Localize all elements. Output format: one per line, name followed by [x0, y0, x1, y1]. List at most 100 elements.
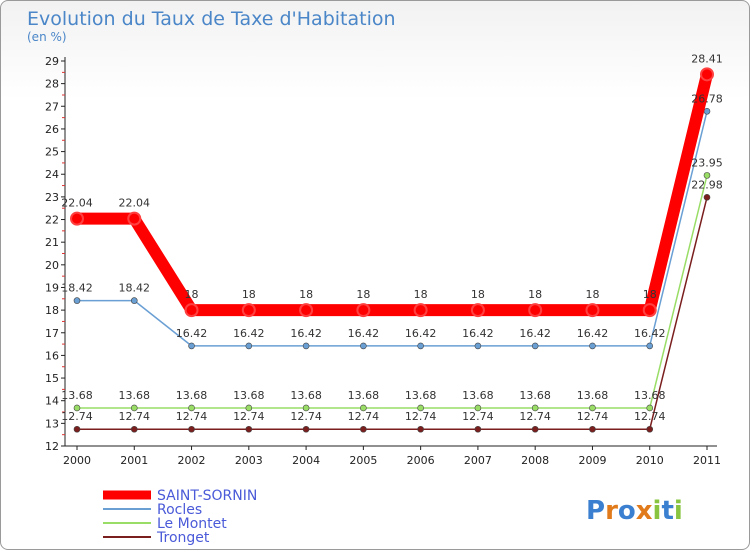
- data-label: 22.98: [691, 178, 723, 191]
- y-tick-label: 22: [45, 214, 59, 227]
- data-point: [531, 425, 539, 433]
- logo-letter: o: [618, 496, 636, 526]
- data-point: [302, 404, 310, 412]
- x-tick-label: 2001: [120, 454, 148, 467]
- data-point: [70, 211, 84, 226]
- logo-text: Proxiti: [586, 496, 683, 526]
- series-line-le-montet: [76, 174, 708, 409]
- data-label: 18: [242, 288, 256, 301]
- data-label: 12.74: [233, 410, 265, 423]
- data-label: 16.42: [290, 327, 322, 340]
- data-point: [73, 404, 81, 412]
- data-label: 16.42: [462, 327, 494, 340]
- y-tick-label: 13: [45, 417, 59, 430]
- data-label: 16.42: [405, 327, 437, 340]
- data-label: 12.74: [405, 410, 437, 423]
- data-point: [646, 342, 654, 350]
- data-label: 12.74: [176, 410, 208, 423]
- data-label: 12.74: [119, 410, 151, 423]
- logo-letter: i: [653, 496, 662, 526]
- data-label: 18: [528, 288, 542, 301]
- data-label: 13.68: [519, 389, 551, 402]
- y-tick-label: 16: [45, 349, 59, 362]
- y-tick-label: 12: [45, 440, 59, 453]
- data-label: 18: [299, 288, 313, 301]
- data-point: [130, 404, 138, 412]
- data-label: 12.74: [577, 410, 609, 423]
- x-tick-label: 2006: [407, 454, 435, 467]
- data-label: 13.68: [348, 389, 380, 402]
- data-label: 12.74: [290, 410, 322, 423]
- data-label: 13.68: [634, 389, 666, 402]
- data-label: 13.68: [462, 389, 494, 402]
- data-point: [646, 404, 654, 412]
- data-label: 12.74: [462, 410, 494, 423]
- data-label: 12.74: [61, 410, 93, 423]
- chart-axes: 12 13 14 15 16 17 18 19 20 21 22 23 24 25 26 27 28 29 2000…: [45, 55, 721, 467]
- data-label: 23.95: [691, 156, 723, 169]
- logo-letter: x: [636, 496, 653, 526]
- data-point: [470, 303, 485, 318]
- y-tick-label: 23: [45, 191, 59, 204]
- y-tick-label: 29: [45, 55, 59, 68]
- y-tick-label: 28: [45, 78, 59, 91]
- data-label: 18.42: [119, 282, 151, 295]
- data-point: [245, 342, 253, 350]
- data-point: [474, 404, 482, 412]
- y-tick-label: 25: [45, 146, 59, 159]
- data-point: [130, 425, 138, 433]
- data-label: 16.42: [233, 327, 265, 340]
- x-tick-label: 2005: [349, 454, 377, 467]
- y-tick-label: 24: [45, 168, 59, 181]
- data-label: 13.68: [577, 389, 609, 402]
- y-tick-label: 14: [45, 395, 59, 408]
- data-label: 18: [414, 288, 428, 301]
- y-tick-label: 18: [45, 304, 59, 317]
- data-label: 13.68: [233, 389, 265, 402]
- legend-label: Rocles: [157, 502, 202, 518]
- data-point: [302, 425, 310, 433]
- data-point: [703, 107, 711, 115]
- legend-label: SAINT-SORNIN: [157, 488, 257, 504]
- data-label: 18: [585, 288, 599, 301]
- data-label: 16.42: [519, 327, 551, 340]
- series-line-saint-sornin: [71, 68, 713, 317]
- x-tick-label: 2009: [578, 454, 606, 467]
- data-label: 13.68: [176, 389, 208, 402]
- data-point: [130, 297, 138, 304]
- x-tick-label: 2000: [63, 454, 91, 467]
- logo-letter: P: [586, 496, 605, 526]
- data-point: [245, 404, 253, 412]
- data-point: [589, 425, 596, 433]
- logo-letter: i: [674, 496, 683, 526]
- y-tick-label: 20: [45, 259, 59, 272]
- data-point: [417, 342, 424, 350]
- legend-label: Tronget: [156, 530, 210, 546]
- data-label: 12.74: [519, 410, 551, 423]
- x-tick-label: 2008: [521, 454, 549, 467]
- proxiti-logo: Proxiti: [586, 496, 683, 526]
- series-line-rocles: [76, 110, 708, 347]
- data-point: [360, 404, 367, 412]
- data-label: 12.74: [348, 410, 380, 423]
- data-point: [417, 425, 424, 433]
- data-label: 18.42: [61, 282, 93, 295]
- data-labels: 22.04 22.04 18 18 18 18 18 18 18 18 18 28.41 18.42 18…: [61, 52, 723, 423]
- chart-subtitle: (en %): [27, 30, 67, 44]
- series-line-tronget: [76, 196, 708, 430]
- chart-title: Evolution du Taux de Taxe d'Habitation: [27, 8, 396, 30]
- data-point: [646, 425, 654, 433]
- logo-letter: t: [661, 496, 673, 526]
- data-label: 28.41: [691, 52, 723, 65]
- data-point: [188, 425, 195, 433]
- data-point: [241, 303, 256, 318]
- data-label: 13.68: [119, 389, 151, 402]
- data-label: 22.04: [119, 197, 151, 210]
- data-point: [474, 425, 482, 433]
- data-label: 18: [185, 288, 199, 301]
- data-point: [417, 404, 424, 412]
- data-point: [245, 425, 253, 433]
- data-label: 12.74: [634, 410, 666, 423]
